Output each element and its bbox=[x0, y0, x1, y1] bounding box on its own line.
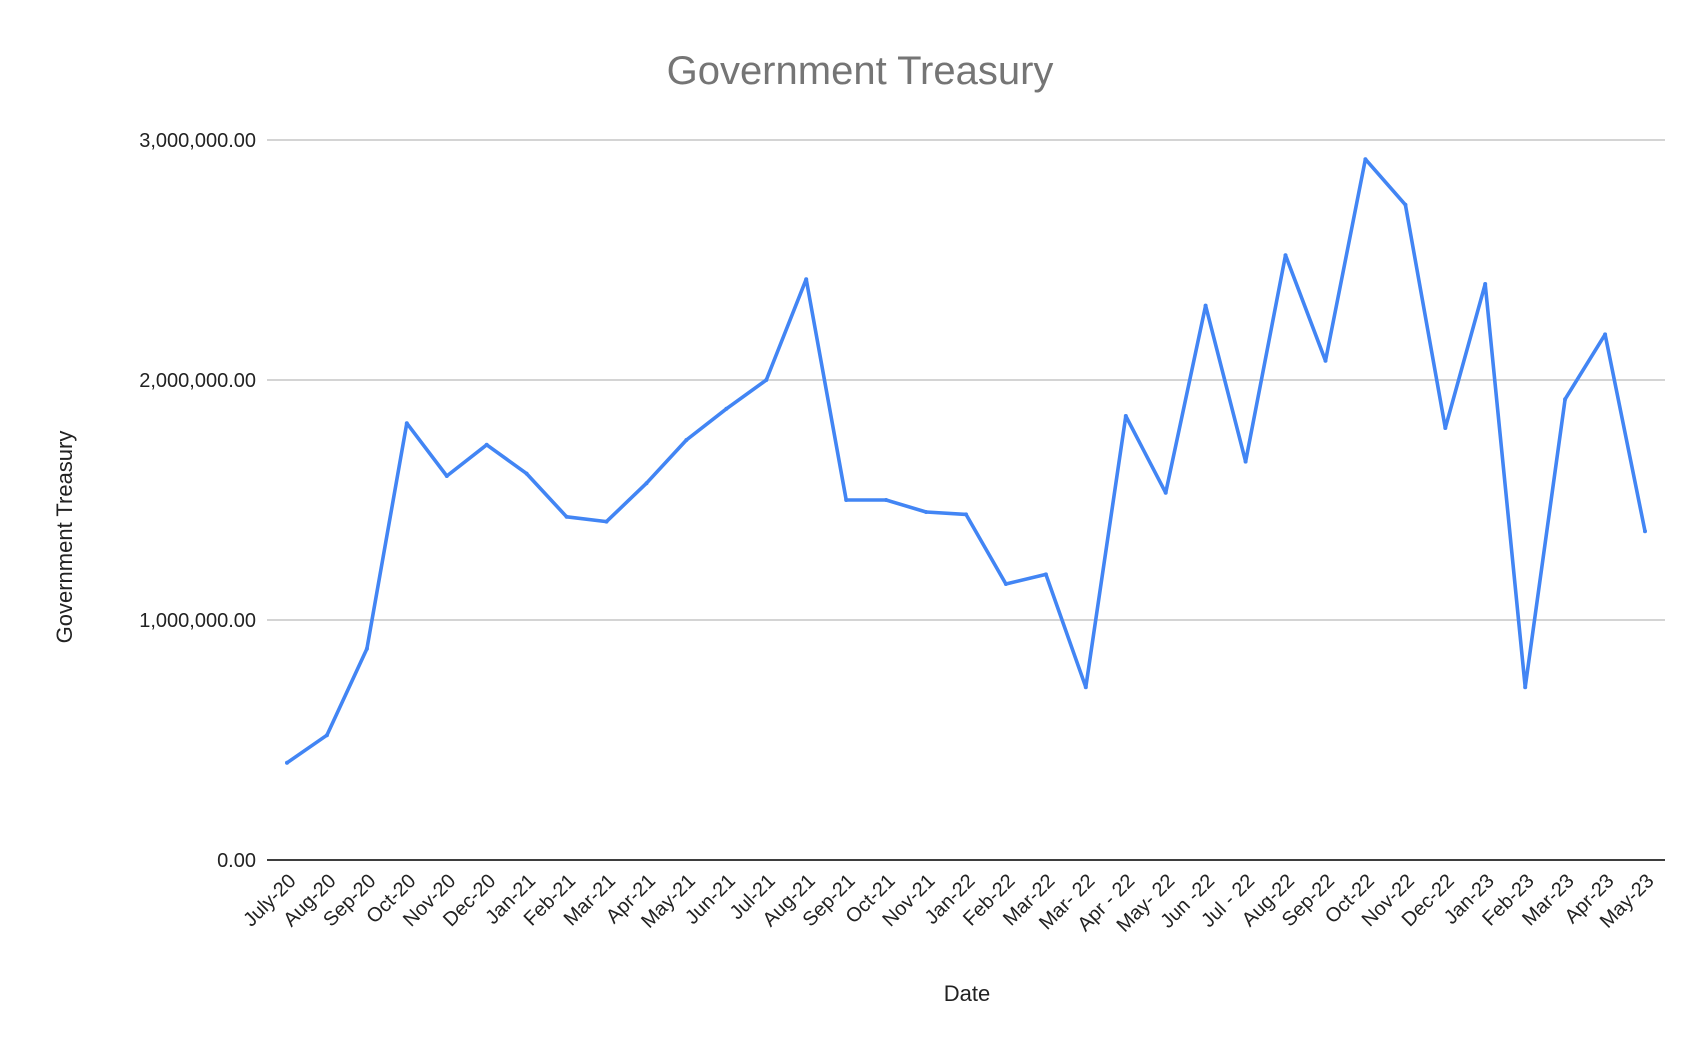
y-tick-label: 3,000,000.00 bbox=[139, 130, 256, 152]
data-point bbox=[1003, 582, 1008, 586]
x-axis-ticks: July-20Aug-20Sep-20Oct-20Nov-20Dec-20Jan… bbox=[239, 870, 1658, 937]
data-point bbox=[924, 510, 929, 514]
y-tick-label: 1,000,000.00 bbox=[139, 610, 256, 632]
data-point bbox=[1203, 303, 1208, 308]
series-layer bbox=[285, 157, 1647, 765]
data-point bbox=[564, 514, 569, 519]
data-point bbox=[644, 481, 649, 486]
data-point bbox=[804, 277, 809, 282]
data-point bbox=[1363, 157, 1368, 162]
x-axis-label: Date bbox=[944, 981, 990, 1006]
chart-title: Government Treasury bbox=[667, 49, 1054, 93]
y-axis-label: Government Treasury bbox=[52, 431, 77, 644]
data-point bbox=[764, 378, 769, 382]
data-point bbox=[884, 498, 889, 502]
data-point bbox=[484, 442, 489, 447]
data-point bbox=[1523, 685, 1528, 690]
data-point bbox=[1643, 529, 1647, 534]
data-point bbox=[444, 474, 449, 478]
data-point bbox=[1083, 685, 1088, 690]
y-axis-ticks: 0.00 1,000,000.00 2,000,000.00 3,000,000.00 bbox=[139, 130, 256, 872]
y-tick-label: 0.00 bbox=[217, 850, 256, 872]
data-point bbox=[1563, 397, 1568, 402]
data-point bbox=[844, 498, 849, 502]
data-point bbox=[1603, 332, 1608, 337]
data-point bbox=[1043, 572, 1048, 577]
data-point bbox=[285, 760, 289, 765]
data-point bbox=[1123, 414, 1128, 418]
data-point bbox=[364, 646, 369, 651]
data-point bbox=[324, 733, 329, 738]
data-point bbox=[604, 519, 609, 524]
data-point bbox=[1163, 490, 1168, 495]
data-point bbox=[1403, 202, 1408, 207]
data-point bbox=[1443, 426, 1448, 430]
data-point bbox=[724, 406, 729, 411]
data-point bbox=[1483, 282, 1488, 286]
data-point bbox=[684, 438, 689, 442]
data-point bbox=[1243, 459, 1248, 464]
series-line bbox=[285, 157, 1647, 765]
gridlines bbox=[267, 139, 1665, 861]
y-tick-label: 2,000,000.00 bbox=[139, 370, 256, 392]
data-point bbox=[524, 471, 529, 476]
data-point bbox=[404, 421, 409, 426]
data-point bbox=[964, 512, 968, 517]
data-point bbox=[1323, 358, 1328, 363]
data-point bbox=[1283, 253, 1288, 258]
